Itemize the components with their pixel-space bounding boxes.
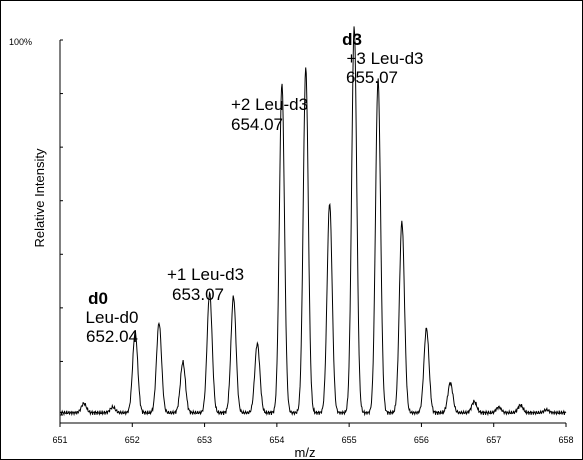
annotation-plus2-label: +2 Leu-d3	[231, 95, 308, 114]
x-tick-label: 653	[197, 435, 212, 445]
x-tick-label: 651	[52, 435, 67, 445]
annotation-d0-mz: 652.04	[86, 327, 138, 346]
annotation-plus1-mz: 653.07	[172, 285, 224, 304]
annotation-d3-mz: 655.07	[346, 68, 398, 87]
axes	[59, 39, 566, 424]
y-max-label: 100%	[9, 37, 32, 47]
x-tick-label: 655	[342, 435, 357, 445]
x-ticks: 651 652 653 654 655 656 657 658	[52, 423, 574, 445]
annotation-plus2-mz: 654.07	[231, 115, 283, 134]
x-axis-label: m/z	[295, 445, 316, 460]
x-tick-label: 656	[414, 435, 429, 445]
x-tick-label: 652	[125, 435, 140, 445]
annotation-plus1-label: +1 Leu-d3	[167, 265, 244, 284]
annotation-d0-label: Leu-d0	[86, 308, 139, 327]
y-axis-label: Relative Intensity	[32, 148, 47, 247]
x-tick-label: 658	[558, 435, 573, 445]
x-tick-label: 657	[486, 435, 501, 445]
annotation-d3-label: +3 Leu-d3	[346, 49, 423, 68]
annotation-d0-title: d0	[88, 289, 108, 308]
spectrum-trace	[59, 26, 567, 417]
annotation-d3-title: d3	[342, 30, 362, 49]
x-tick-label: 654	[269, 435, 284, 445]
